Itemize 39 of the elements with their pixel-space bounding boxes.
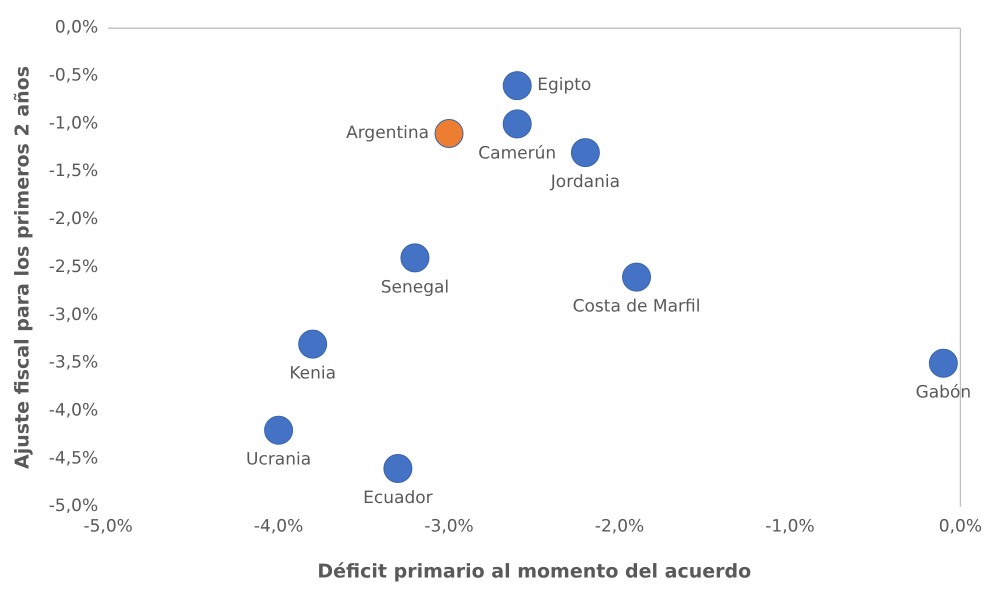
x-tick-label: -3,0% bbox=[424, 516, 474, 536]
point bbox=[400, 243, 430, 272]
point bbox=[622, 262, 652, 292]
x-tick-label: -4,0% bbox=[254, 516, 304, 536]
point bbox=[298, 330, 328, 359]
series-label: Jordania bbox=[550, 172, 620, 192]
point bbox=[502, 109, 532, 138]
series-label: Ucrania bbox=[246, 450, 312, 470]
series-label: Camerún bbox=[478, 143, 556, 164]
x-tick-label: -5,0% bbox=[83, 516, 133, 536]
series-label: Argentina bbox=[346, 122, 430, 143]
y-tick-label: -4,5% bbox=[48, 448, 98, 468]
series-label: Costa de Marfil bbox=[572, 296, 700, 316]
series-label: Kenia bbox=[289, 364, 336, 384]
point bbox=[383, 454, 412, 484]
y-tick-label: -0,5% bbox=[48, 65, 98, 86]
point bbox=[928, 348, 958, 378]
point bbox=[570, 138, 600, 168]
y-tick-label: -2,5% bbox=[48, 256, 98, 277]
point bbox=[502, 71, 532, 100]
point bbox=[434, 118, 464, 148]
y-tick-label: -1,5% bbox=[48, 161, 98, 182]
y-tick-label: -5,0% bbox=[48, 496, 98, 516]
y-tick-label: -1,0% bbox=[48, 113, 98, 134]
series-label: Senegal bbox=[380, 277, 450, 298]
y-tick-label: -3,0% bbox=[48, 304, 98, 325]
y-tick-label: 0,0% bbox=[54, 18, 98, 38]
x-tick-label: -2,0% bbox=[594, 516, 644, 536]
x-tick-label: 0,0% bbox=[938, 516, 982, 536]
series-label: Egipto bbox=[537, 75, 592, 96]
y-axis-title: Ajuste fiscal para los primeros 2 años bbox=[11, 66, 34, 470]
x-axis-title: Déficit primario al momento del acuerdo bbox=[317, 560, 752, 583]
y-tick-label: -2,0% bbox=[48, 209, 98, 230]
series-label: Ecuador bbox=[363, 488, 433, 508]
x-tick-label: -1,0% bbox=[765, 516, 815, 536]
y-tick-label: -4,0% bbox=[48, 400, 98, 420]
point bbox=[264, 416, 294, 445]
series-label: Gabón bbox=[916, 382, 972, 403]
y-tick-label: -3,5% bbox=[48, 352, 98, 373]
